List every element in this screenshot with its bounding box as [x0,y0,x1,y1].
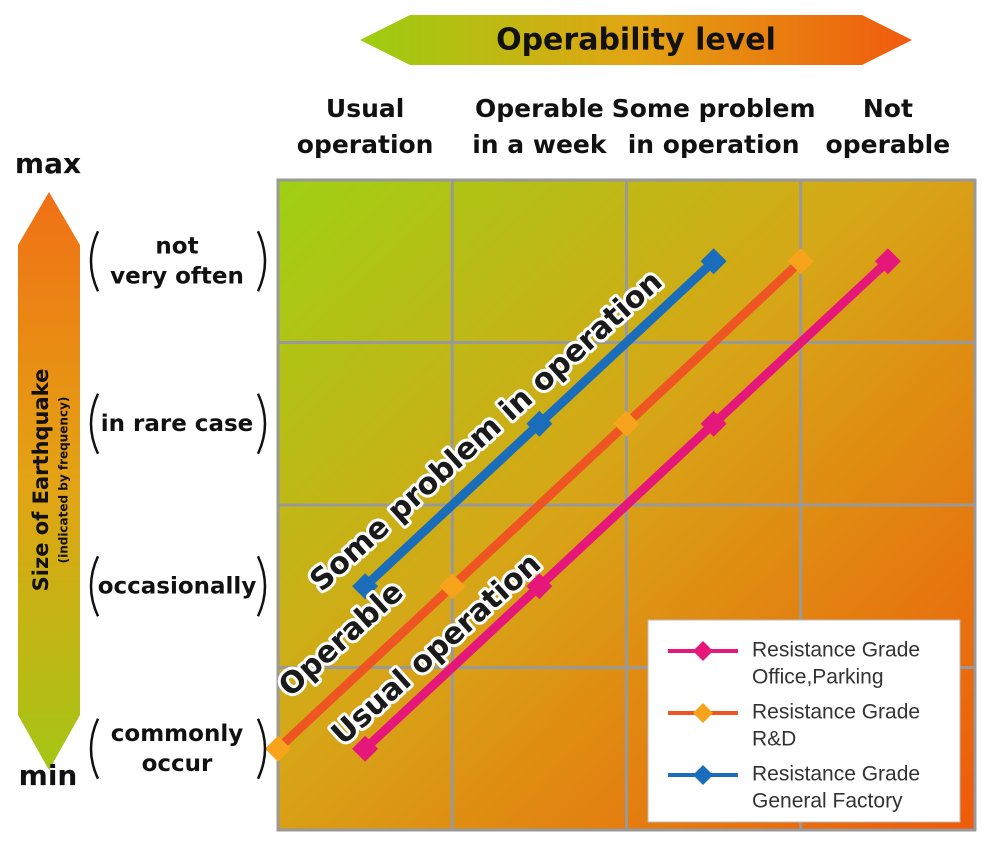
paren [89,718,100,780]
marker [439,573,466,600]
legend-label: Resistance Grade General Factory [752,762,920,812]
x-tick-label: Usual operation [297,94,434,159]
paren [89,555,100,617]
y-tick-label: occasionally [98,573,257,599]
marker [693,641,713,661]
paren [89,230,100,292]
x-tick-label: Not operable [826,94,951,159]
marker [526,410,553,437]
marker [693,765,713,785]
marker [874,248,901,275]
y-axis-subtitle: (indicated by frequency) [57,397,71,564]
x-tick-label: Some problem in operation [612,94,816,159]
marker [700,248,727,275]
marker [613,410,640,437]
legend-label: Resistance Grade R&D [752,700,920,750]
y-max-label: max [15,147,81,180]
series-line [362,257,891,753]
marker [352,573,379,600]
chart-title: Operability level [496,23,776,58]
y-min-label: min [19,759,78,792]
marker [700,410,727,437]
legend-label: Resistance Grade Office,Parking [752,638,920,688]
paren [89,393,100,455]
marker [352,735,379,762]
y-axis-title: Size of Earthquake [29,369,53,592]
paren [256,718,267,780]
series-line [274,257,804,753]
top-arrow [360,15,912,65]
y-tick-label: commonly occur [111,720,243,776]
paren [256,393,267,455]
marker [526,573,553,600]
marker [787,248,814,275]
paren [256,555,267,617]
x-tick-label: Operable in a week [472,94,608,159]
marker [265,735,291,762]
marker [693,703,713,723]
y-tick-label: in rare case [101,410,254,436]
y-tick-label: not very often [110,233,244,289]
left-arrow [18,192,80,770]
paren [256,230,267,292]
